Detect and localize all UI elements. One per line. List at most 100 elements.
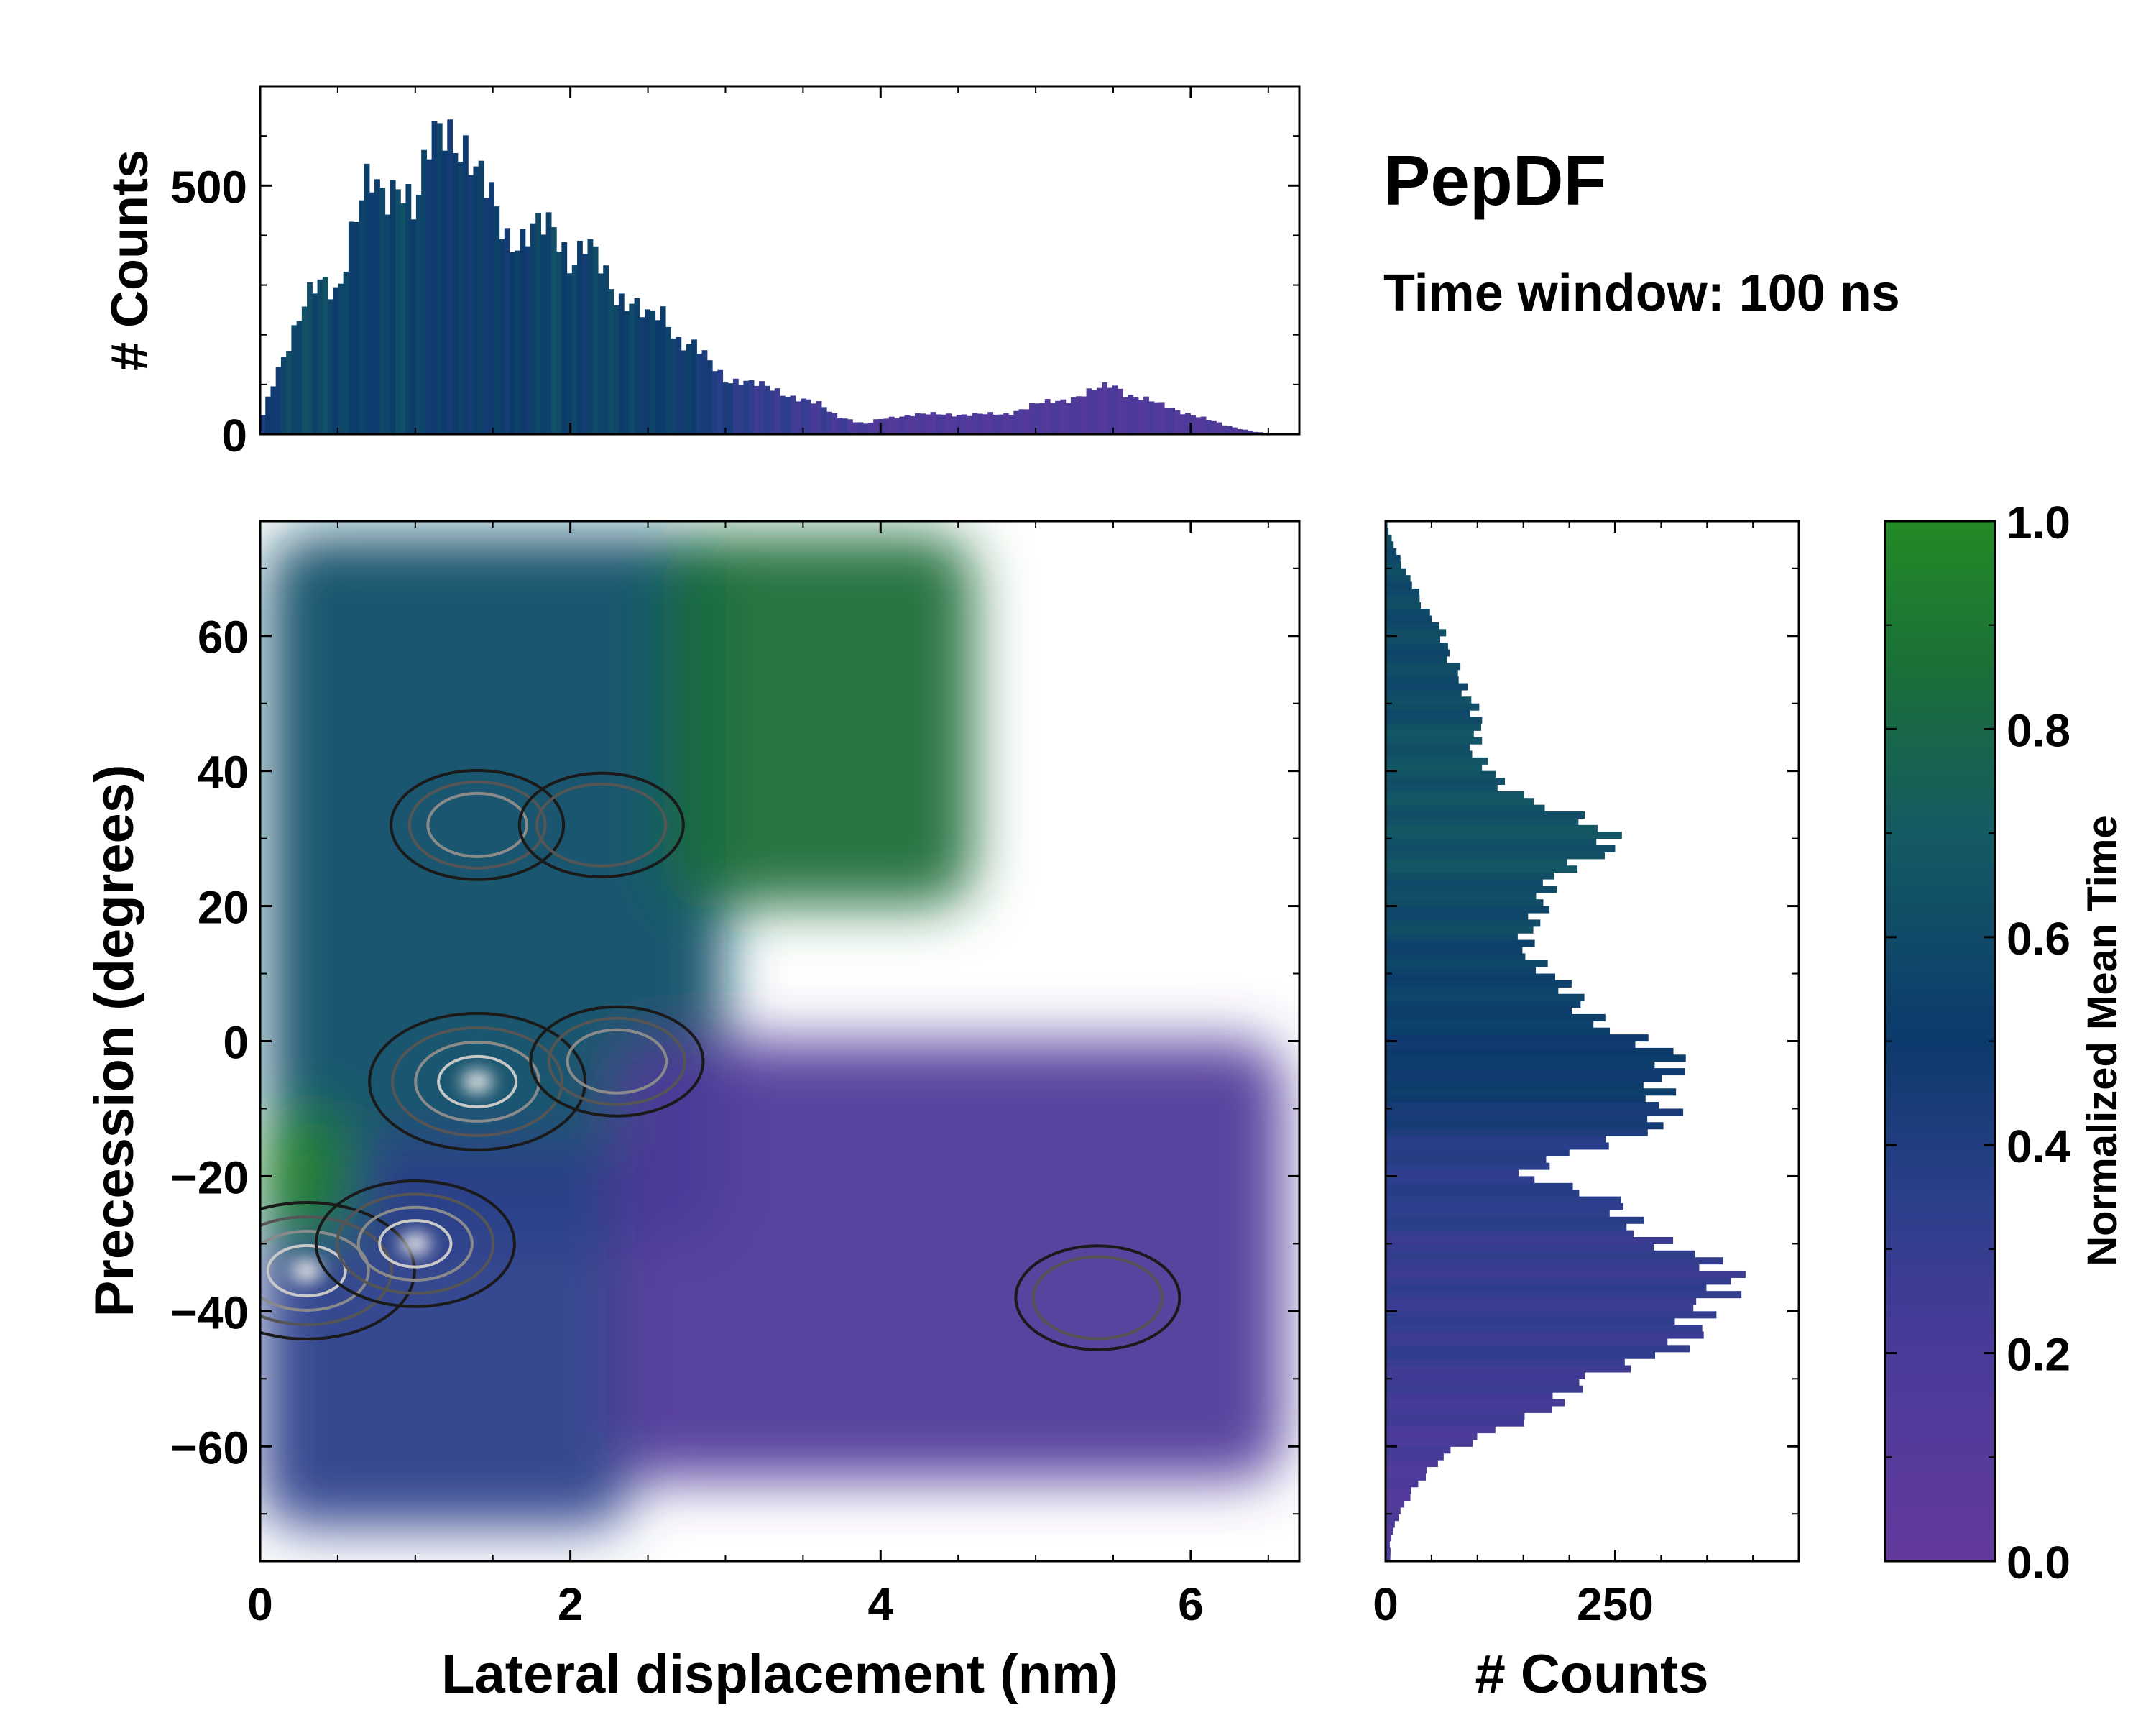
right-histogram-bar [1386, 892, 1537, 900]
top-histogram-bar [1029, 403, 1035, 434]
top-histogram-bar [592, 246, 599, 434]
right-histogram-bar [1386, 1122, 1664, 1130]
right-histogram-bar [1386, 581, 1412, 589]
top-histogram-bar [520, 229, 526, 434]
map-xtick-label: 0 [247, 1578, 273, 1630]
top-histogram-bar [307, 282, 313, 434]
right-histogram-bar [1386, 1534, 1392, 1542]
top-ytick-label: 500 [170, 161, 247, 213]
map-ytick-label: 60 [198, 612, 249, 663]
heatmap-region-upper-left [267, 534, 726, 1244]
map-ytick-label: 0 [223, 1017, 249, 1069]
top-histogram-bar [1164, 408, 1170, 434]
right-histogram-bar [1386, 791, 1524, 799]
top-histogram-bar [883, 418, 890, 434]
right-histogram-bar [1386, 1500, 1405, 1508]
right-histogram-bar [1386, 1432, 1478, 1440]
map-ytick-label: 40 [198, 747, 249, 799]
right-histogram-bar [1386, 1426, 1496, 1434]
right-histogram-bar [1386, 1013, 1606, 1021]
top-histogram-bar [1237, 429, 1243, 434]
top-histogram-bar [785, 397, 791, 434]
right-histogram-bar [1386, 1405, 1552, 1413]
top-histogram-bar [821, 407, 827, 434]
top-histogram-bar [530, 223, 536, 434]
right-histogram-bar [1386, 1527, 1393, 1535]
right-histogram-bar [1386, 683, 1468, 691]
right-histogram-bar [1386, 1297, 1697, 1305]
right-histogram-bar [1386, 899, 1544, 907]
top-histogram-bar [447, 119, 453, 434]
density-contour [260, 1215, 393, 1326]
right-histogram-bar [1386, 1473, 1427, 1481]
top-histogram-bar [270, 386, 277, 434]
right-histogram-bar [1386, 1210, 1610, 1218]
top-histogram-bar [1081, 396, 1087, 434]
density-contour [391, 1026, 564, 1137]
right-histogram-bar [1386, 1095, 1646, 1103]
top-histogram-bar [1195, 417, 1202, 434]
top-histogram-bar [665, 326, 671, 434]
top-histogram-bar [494, 206, 500, 434]
top-histogram-bar [946, 413, 952, 434]
right-histogram-bar [1386, 852, 1605, 860]
top-histogram-bar [550, 227, 557, 434]
density-contour [314, 1179, 516, 1308]
top-histogram-bar [977, 413, 983, 434]
top-ytick-label: 0 [221, 410, 247, 461]
top-histogram-bar [1205, 420, 1212, 434]
right-histogram-bar [1386, 1128, 1648, 1136]
density-contour [390, 768, 566, 881]
colorbar-ticks: 0.0 0.2 0.4 0.6 0.8 1.0 [1885, 497, 2070, 1588]
right-histogram-bar [1386, 609, 1430, 617]
density-map-ylabel: Precession (degrees) [84, 765, 145, 1317]
right-histogram-bar [1386, 953, 1526, 961]
right-histogram-bar [1386, 1068, 1685, 1076]
top-histogram-bar [956, 415, 962, 434]
right-histogram-bar [1386, 602, 1422, 610]
top-histogram-bar [597, 273, 604, 434]
right-histogram-bar [1386, 1190, 1580, 1197]
colorbar-tick-label: 0.2 [2007, 1329, 2070, 1381]
right-histogram-bar [1386, 1021, 1594, 1029]
top-histogram-bar [743, 380, 750, 434]
right-histogram-bar [1386, 832, 1622, 840]
right-histogram-bar [1386, 1102, 1659, 1110]
right-histogram-bar [1386, 818, 1579, 826]
right-histogram-bar [1386, 689, 1462, 697]
top-histogram-bar [914, 413, 921, 434]
right-histogram-bar [1386, 710, 1470, 718]
top-histogram-bar [1242, 429, 1248, 434]
top-histogram-bar [982, 414, 988, 434]
top-histogram-bar [727, 383, 734, 434]
density-contour [260, 1229, 370, 1312]
top-histogram-bar [639, 317, 645, 434]
right-histogram-bar [1386, 1149, 1570, 1156]
top-histogram-bar [405, 184, 412, 434]
right-histogram-bar [1386, 1182, 1573, 1190]
top-histogram-bar [510, 252, 515, 434]
right-histogram-bar [1386, 926, 1534, 934]
right-histogram-bar [1386, 845, 1616, 853]
top-histogram-bar [1143, 396, 1149, 434]
top-histogram-bar [847, 419, 853, 434]
right-histogram-bar [1386, 1514, 1399, 1522]
top-histogram-bar [613, 305, 619, 434]
right-histogram-bar [1386, 1486, 1411, 1494]
top-histogram-bar [655, 320, 661, 434]
map-ytick-label: −60 [170, 1422, 249, 1473]
top-histogram-bar [618, 293, 625, 434]
top-histogram-bar [780, 395, 786, 434]
colorbar-tick-label: 1.0 [2007, 497, 2070, 548]
right-histogram-bar [1386, 561, 1401, 569]
top-histogram-bar [1091, 390, 1097, 434]
density-peak-core [290, 1259, 323, 1282]
right-histogram-bars [1386, 521, 1746, 1562]
right-histogram-bar [1386, 1338, 1668, 1346]
top-histogram-bar [1060, 399, 1067, 434]
right-histogram: 0 250 # Counts [1373, 520, 1800, 1705]
top-histogram-bar [634, 298, 640, 434]
density-contour [547, 1016, 686, 1106]
top-histogram-bar [951, 416, 957, 434]
right-histogram-bar [1386, 1494, 1411, 1501]
